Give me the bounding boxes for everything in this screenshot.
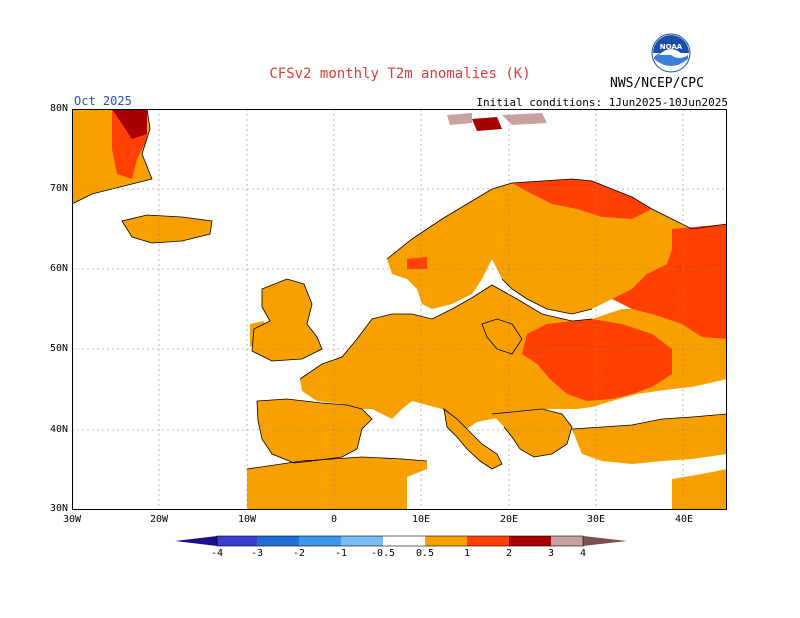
colorbar-arrow-low [175, 536, 217, 546]
colorbar-label: -2 [292, 548, 306, 559]
lat-label: 70N [49, 183, 68, 194]
anomaly-layer-3-4 [447, 113, 547, 125]
lat-label: 40N [49, 424, 68, 435]
colorbar [175, 535, 627, 547]
lon-label: 20W [149, 514, 169, 525]
gridlines [72, 109, 727, 510]
lon-label: 10W [237, 514, 257, 525]
colorbar-label: 3 [547, 548, 555, 559]
lat-label: 60N [49, 263, 68, 274]
anomaly-map [72, 109, 727, 510]
noaa-logo-text: NOAA [660, 43, 683, 51]
colorbar-label: 0.5 [415, 548, 435, 559]
colorbar-label: -0.5 [370, 548, 396, 559]
lon-label: 20E [499, 514, 519, 525]
valid-month-label: Oct 2025 [74, 94, 132, 108]
noaa-logo: NOAA [651, 33, 691, 73]
map-frame [72, 109, 727, 510]
lat-label: 50N [49, 343, 68, 354]
agency-label: NWS/NCEP/CPC [610, 76, 704, 91]
initial-conditions-label: Initial conditions: 1Jun2025-10Jun2025 [476, 96, 728, 109]
lon-label: 10E [411, 514, 431, 525]
lat-label: 80N [49, 103, 68, 114]
colorbar-label: 4 [579, 548, 587, 559]
anomaly-layer-2-3 [112, 109, 502, 139]
lat-label: 30N [49, 503, 68, 514]
colorbar-label: -3 [250, 548, 264, 559]
colorbar-label: -1 [334, 548, 348, 559]
coastlines [72, 109, 727, 470]
lon-label: 40E [674, 514, 694, 525]
colorbar-label: -4 [210, 548, 224, 559]
colorbar-arrow-high [583, 536, 627, 546]
colorbar-label: 2 [505, 548, 513, 559]
lon-label: 30W [62, 514, 82, 525]
chart-title: CFSv2 monthly T2m anomalies (K) [269, 66, 531, 82]
lon-label: 0 [330, 514, 338, 525]
colorbar-label: 1 [463, 548, 471, 559]
lon-label: 30E [586, 514, 606, 525]
